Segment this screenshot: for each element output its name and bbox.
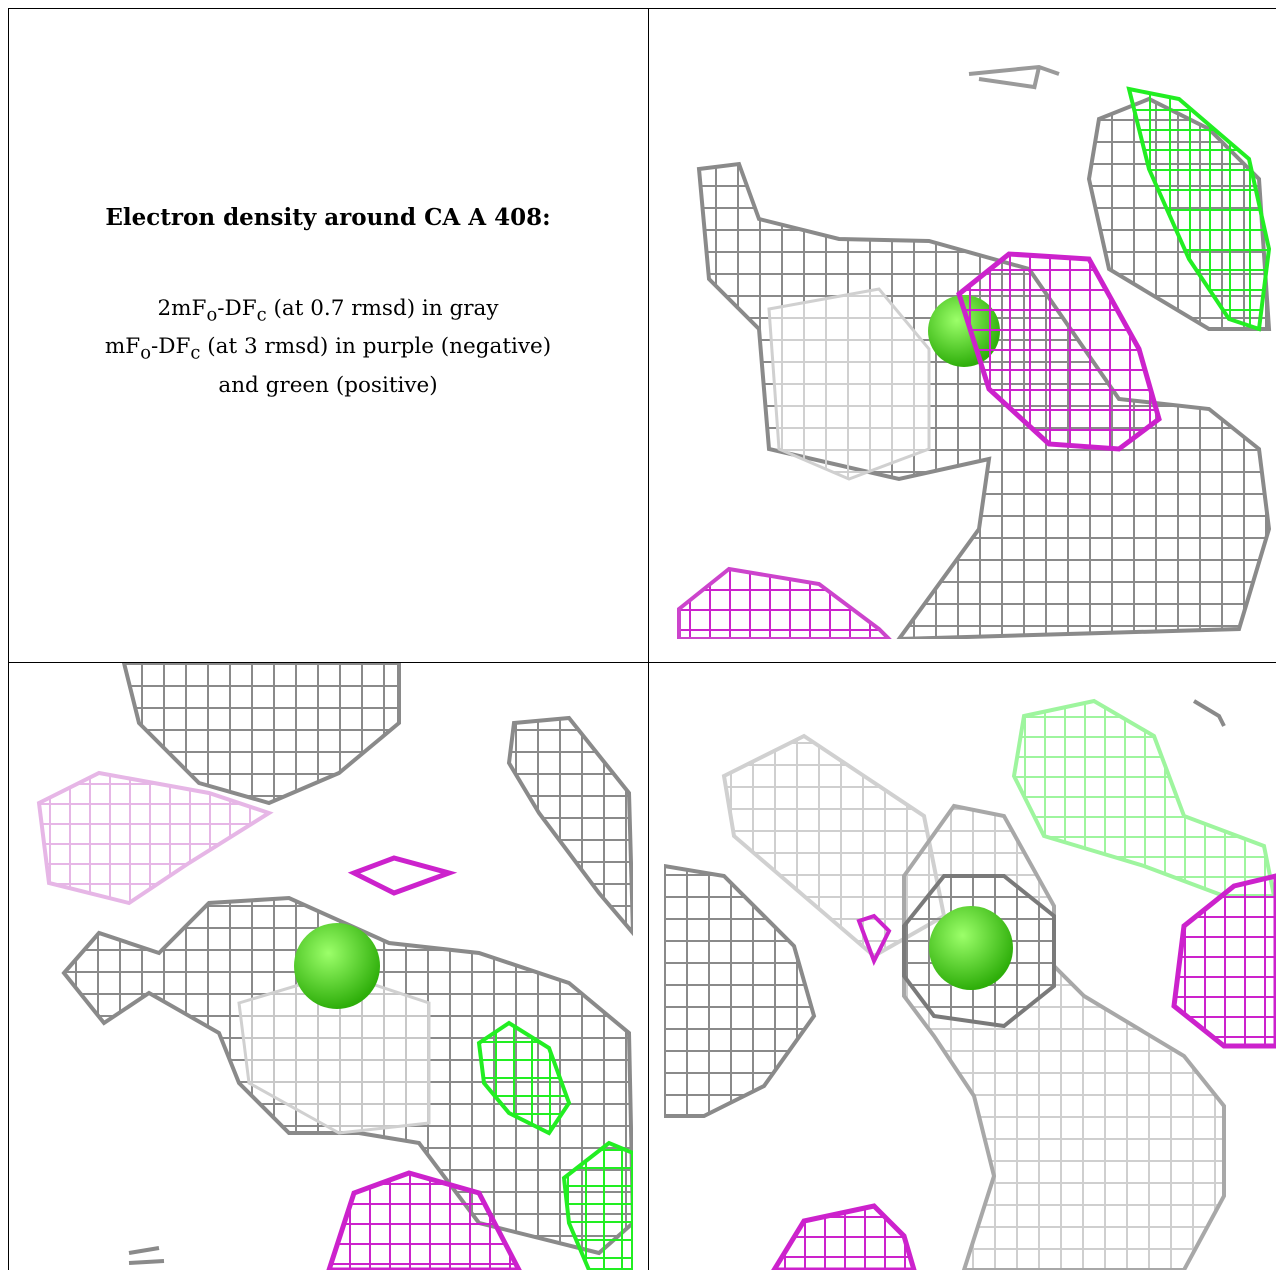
caption-line-3: and green (positive) bbox=[218, 372, 438, 398]
mesh-render-3 bbox=[664, 698, 1276, 1270]
negative-mesh-bottom bbox=[771, 1203, 917, 1270]
caption-text: 2mFo-DFc (at 0.7 rmsd) in gray mFo-DFc (… bbox=[105, 293, 551, 402]
negative-mesh-bottom bbox=[326, 1170, 522, 1270]
small-gray-fragment bbox=[968, 64, 1060, 90]
negative-mesh-small bbox=[856, 913, 892, 966]
positive-mesh bbox=[1126, 86, 1272, 332]
divider-middle bbox=[8, 662, 1276, 663]
calcium-ion-sphere bbox=[929, 906, 1013, 990]
negative-mesh-lower bbox=[677, 566, 892, 639]
divider-left bbox=[8, 8, 9, 1270]
small-gray-fragment bbox=[1192, 699, 1226, 727]
negative-mesh-small bbox=[347, 855, 458, 896]
gray-mesh-blob bbox=[696, 161, 1272, 639]
density-panel-bottom-left bbox=[9, 663, 633, 1270]
negative-mesh-right bbox=[1171, 873, 1276, 1049]
gray-mesh-left bbox=[664, 863, 817, 1118]
density-panel-top-right bbox=[649, 9, 1276, 639]
gray-mesh-right-edge bbox=[506, 715, 633, 937]
gray-mesh-faded bbox=[767, 287, 931, 481]
caption-line-2: mFo-DFc (at 3 rmsd) in purple (negative) bbox=[104, 334, 552, 364]
positive-mesh-lower bbox=[561, 1140, 633, 1270]
negative-mesh-faded bbox=[36, 770, 274, 906]
figure-frame: Electron density around CA A 408: 2mFo-D… bbox=[8, 8, 1276, 1270]
gray-mesh-top bbox=[121, 663, 401, 806]
mesh-render-2 bbox=[36, 663, 633, 1270]
small-gray-fragment bbox=[128, 1246, 165, 1265]
negative-mesh bbox=[956, 251, 1162, 452]
positive-mesh bbox=[476, 1020, 572, 1136]
caption-title: Electron density around CA A 408: bbox=[105, 204, 551, 231]
caption-line-1: 2mFo-DFc (at 0.7 rmsd) in gray bbox=[157, 296, 499, 326]
density-panel-bottom-right bbox=[664, 676, 1276, 1270]
divider-vertical bbox=[648, 8, 649, 1270]
mesh-render-1 bbox=[677, 64, 1272, 639]
calcium-ion-sphere bbox=[294, 923, 380, 1009]
caption-cell: Electron density around CA A 408: 2mFo-D… bbox=[8, 8, 648, 662]
positive-mesh-faded bbox=[1011, 698, 1276, 898]
divider-top bbox=[8, 8, 1276, 9]
